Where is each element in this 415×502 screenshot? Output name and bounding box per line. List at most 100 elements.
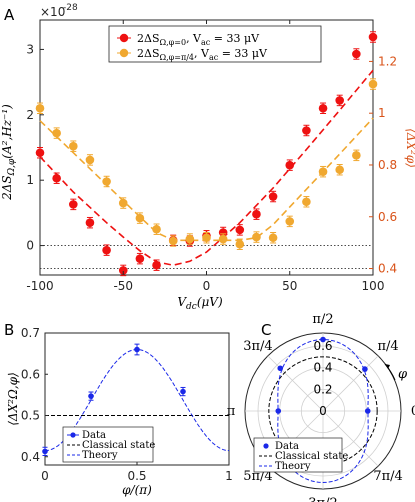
- y-axis-label-b: ⟨ΔX²Ω,φ⟩: [6, 372, 20, 426]
- data-point-s0-1: [52, 173, 61, 183]
- data-point-s1-14: [268, 233, 278, 243]
- legend-b-marker: [70, 432, 76, 438]
- y-tick-label-right-a-3: 1: [378, 106, 386, 120]
- polar-spoke-1: [322, 355, 379, 412]
- legend-c-label-classical: Classical state: [275, 451, 348, 462]
- data-point-s1-10: [202, 233, 211, 243]
- data-point-s1-8: [168, 236, 178, 246]
- legend-a-marker-orange: [119, 48, 129, 58]
- data-point-s0-20: [368, 32, 378, 42]
- data-point-c-2: [320, 336, 326, 343]
- data-point-s0-5: [118, 266, 128, 275]
- data-point-s1-18: [335, 165, 345, 175]
- y-tick-label-b-3: 0.7: [21, 326, 40, 340]
- phi-symbol: φ: [398, 367, 408, 382]
- data-point-s1-12: [235, 239, 245, 249]
- data-point-s0-6: [135, 254, 145, 263]
- data-point-b-1: [88, 393, 94, 399]
- polar-r-tick-label-1: 0.2: [313, 382, 332, 396]
- polar-angle-label-2: π/2: [312, 312, 333, 327]
- data-point-s1-4: [102, 177, 111, 186]
- data-point-c-0: [364, 408, 371, 414]
- legend-c-label-data: Data: [275, 441, 299, 452]
- phi-arrow-head: [385, 364, 390, 369]
- data-point-b-3: [180, 388, 186, 395]
- fit-line-series-0: [39, 69, 374, 267]
- legend-c-label-theory: Theory: [275, 461, 311, 472]
- data-point-s1-0: [35, 103, 45, 113]
- panel-b: B 0 0.5 1 0.4 0.5 0.6 0.7 Data Classical stat…: [4, 321, 233, 497]
- data-point-b-0: [42, 448, 48, 455]
- x-tick-label-a-0: -100: [26, 279, 53, 293]
- data-point-s1-16: [302, 197, 311, 207]
- data-point-s0-16: [302, 126, 311, 135]
- y-tick-label-b-2: 0.6: [21, 367, 40, 381]
- polar-r-tick-label-3: 0.6: [313, 339, 332, 353]
- polar-spoke-3: [267, 355, 324, 412]
- data-point-s0-19: [352, 49, 361, 59]
- data-point-s0-4: [102, 245, 111, 255]
- polar-r-tick-label-2: 0.4: [313, 361, 332, 375]
- y-tick-label-right-a-1: 0.6: [378, 210, 397, 224]
- data-point-s1-9: [185, 234, 195, 244]
- exponent-base: ×10: [40, 5, 65, 19]
- data-point-s1-7: [152, 224, 161, 234]
- data-point-s0-7: [152, 260, 161, 270]
- x-tick-label-a-4: 100: [362, 279, 385, 293]
- legend-a-box: [108, 25, 322, 63]
- legend-a-label-red: 2ΔSΩ,φ=0, Vac = 33 μV: [137, 32, 260, 47]
- y-tick-label-a-1: 1: [26, 173, 34, 187]
- polar-angle-label-5: 5π/4: [243, 469, 272, 484]
- y-tick-label-b-0: 0.4: [21, 450, 40, 464]
- data-point-s0-2: [69, 200, 78, 209]
- polar-angle-label-4: π: [227, 404, 236, 419]
- legend-b-label-data: Data: [82, 430, 106, 441]
- y-tick-label-b-1: 0.5: [21, 409, 40, 423]
- data-point-s1-15: [285, 217, 295, 226]
- polar-angle-label-7: 7π/4: [373, 469, 402, 484]
- data-point-c-3: [277, 365, 284, 372]
- data-point-s0-0: [35, 148, 45, 158]
- data-point-s1-1: [52, 128, 61, 138]
- legend-a: 2ΔSΩ,φ=0, Vac = 33 μV 2ΔSΩ,φ=π/4, Vac = …: [108, 25, 322, 63]
- y-tick-label-a-0: 0: [26, 239, 34, 253]
- data-point-s1-2: [69, 141, 78, 151]
- legend-c: Data Classical state Theory: [253, 437, 348, 473]
- polar-angle-label-1: π/4: [377, 339, 398, 354]
- data-point-s1-5: [118, 198, 128, 208]
- data-point-s1-17: [318, 167, 328, 176]
- data-point-s0-13: [252, 209, 261, 219]
- legend-b-label-classical: Classical state: [82, 440, 155, 451]
- x-tick-label-b-2: 1: [225, 469, 233, 483]
- panel-b-label: B: [4, 321, 14, 339]
- data-point-s1-11: [218, 234, 228, 244]
- polar-r-tick-label-0: 0: [319, 404, 327, 418]
- x-axis-label-a: Vdc(μV): [177, 295, 223, 312]
- legend-c-marker: [263, 443, 269, 449]
- data-point-s0-3: [85, 218, 95, 227]
- y-tick-label-a-2: 2: [26, 108, 34, 122]
- data-point-s0-15: [285, 160, 295, 170]
- y-tick-label-a-3: 3: [26, 42, 34, 56]
- x-tick-label-a-3: 50: [282, 279, 297, 293]
- panel-c-label: C: [261, 321, 271, 339]
- data-point-s1-3: [85, 155, 95, 165]
- data-point-s0-11: [218, 228, 228, 237]
- data-point-c-4: [275, 408, 282, 414]
- legend-b-label-theory: Theory: [82, 450, 118, 461]
- y-tick-label-right-a-0: 0.4: [378, 262, 397, 276]
- data-point-c-1: [362, 366, 368, 372]
- x-tick-label-b-1: 0.5: [127, 469, 146, 483]
- polar-angle-label-6: 3π/2: [308, 496, 337, 502]
- polar-spoke-7: [322, 410, 379, 467]
- data-point-b-2: [134, 346, 140, 353]
- polar-angle-label-3: 3π/4: [243, 339, 272, 354]
- legend-b: Data Classical state Theory: [62, 426, 155, 463]
- x-axis-label-b: φ/(π): [122, 483, 152, 497]
- x-tick-label-a-2: 0: [203, 279, 211, 293]
- data-point-s1-19: [352, 151, 361, 160]
- data-point-s0-12: [235, 225, 245, 235]
- y-tick-label-right-a-4: 1.2: [378, 54, 397, 68]
